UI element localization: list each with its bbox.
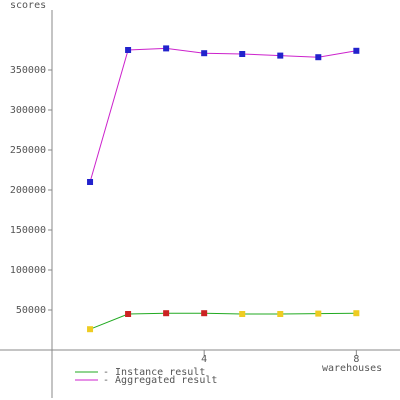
y-tick-label: 100000 [10, 265, 46, 276]
x-tick-label: 4 [201, 354, 207, 365]
marker [353, 47, 360, 54]
y-tick-label: 50000 [16, 305, 46, 316]
marker [163, 310, 170, 317]
marker [277, 311, 284, 317]
marker [353, 310, 360, 317]
marker [125, 47, 132, 53]
y-tick-label: 150000 [10, 225, 46, 236]
y-tick-label: 250000 [10, 145, 46, 156]
marker [239, 51, 246, 57]
marker [87, 179, 94, 185]
legend-label: - Instance result [103, 367, 205, 378]
marker [87, 326, 94, 333]
marker [201, 310, 208, 317]
x-tick-label: 8 [353, 354, 359, 365]
y-tick-label: 200000 [10, 185, 46, 196]
marker [125, 311, 132, 317]
y-tick-label: 300000 [10, 105, 46, 116]
legend-label: - Aggregated result [103, 375, 217, 386]
series-line [89, 47, 357, 183]
y-tick-label: 350000 [10, 65, 46, 76]
marker [163, 45, 170, 52]
marker [201, 50, 208, 57]
series-line [89, 312, 357, 330]
marker [239, 311, 246, 317]
marker [277, 52, 284, 59]
x-axis-label: warehouses [322, 363, 382, 374]
marker [315, 310, 322, 317]
y-axis-label: scores [10, 0, 46, 11]
marker [315, 54, 322, 61]
